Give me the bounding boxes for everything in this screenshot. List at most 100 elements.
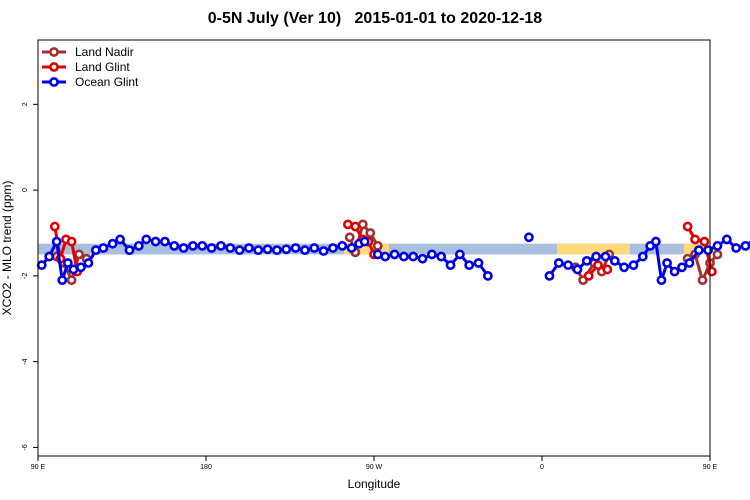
data-point	[150, 236, 161, 247]
data-point	[690, 234, 700, 245]
data-point	[482, 270, 493, 281]
data-point	[712, 249, 723, 260]
data-point	[417, 253, 428, 264]
data-point	[197, 240, 208, 251]
data-point	[281, 244, 292, 255]
data-point	[68, 264, 79, 275]
data-point	[133, 240, 144, 251]
data-point	[318, 246, 329, 256]
data-point	[593, 260, 603, 271]
data-point	[337, 240, 348, 251]
data-point	[544, 270, 555, 281]
x-axis-label: Longitude	[348, 477, 401, 491]
data-point	[398, 251, 409, 262]
data-point	[188, 240, 198, 251]
data-point	[669, 266, 680, 277]
data-point	[290, 243, 301, 253]
data-point	[712, 240, 723, 251]
data-point	[464, 260, 475, 271]
data-point	[300, 245, 310, 256]
data-point	[141, 234, 152, 245]
data-point	[619, 262, 630, 273]
data-point	[216, 240, 226, 251]
data-point	[57, 275, 68, 286]
legend-label: Land Nadir	[75, 45, 134, 59]
y-tick-label: 2	[22, 102, 29, 106]
legend-marker	[49, 62, 59, 72]
legend-label: Ocean Glint	[75, 75, 139, 89]
data-point	[662, 258, 672, 268]
data-point	[445, 260, 456, 271]
data-point	[225, 243, 236, 253]
data-point	[98, 243, 109, 253]
data-point	[703, 245, 714, 256]
x-tick-label: 90 W	[366, 464, 383, 471]
data-point	[262, 244, 273, 255]
data-point	[124, 245, 135, 256]
data-point	[408, 251, 419, 262]
chart-title: 0-5N July (Ver 10) 2015-01-01 to 2020-12…	[207, 10, 543, 27]
data-point	[563, 260, 574, 271]
data-point	[66, 236, 77, 247]
legend-label: Land Glint	[75, 60, 130, 74]
data-point	[572, 264, 583, 275]
data-point	[234, 245, 245, 256]
data-point	[342, 219, 353, 230]
legend-marker	[49, 77, 59, 87]
data-point	[650, 236, 661, 247]
data-point	[115, 234, 126, 245]
data-point	[83, 258, 94, 268]
y-axis-label: XCO2 - MLO trend (ppm)	[0, 181, 14, 316]
data-point	[600, 251, 611, 262]
data-point	[49, 221, 60, 232]
data-point	[731, 243, 742, 253]
data-point	[62, 258, 73, 268]
data-point	[677, 262, 687, 273]
data-point	[389, 249, 400, 260]
data-point	[328, 243, 338, 253]
data-point	[309, 243, 320, 253]
data-point	[524, 232, 534, 243]
y-tick-label: -4	[22, 358, 29, 364]
trend-band-2	[556, 243, 630, 255]
x-axis: 90 E 180 90 W 0 90 E	[31, 456, 718, 471]
series-layer	[36, 219, 750, 286]
data-point	[656, 275, 667, 286]
data-point	[44, 251, 55, 262]
y-tick-label: -2	[22, 273, 29, 279]
data-point	[36, 260, 47, 271]
data-point	[344, 232, 355, 243]
data-point	[426, 249, 437, 260]
data-point	[684, 258, 695, 268]
data-point	[169, 240, 180, 251]
x-tick-label: 180	[200, 464, 212, 471]
data-point	[721, 234, 732, 245]
series-ocean-glint	[36, 232, 750, 286]
x-tick-label: 90 E	[31, 464, 46, 471]
data-point	[365, 228, 376, 238]
data-point	[160, 236, 170, 247]
x-tick-label: 90 E	[703, 464, 718, 471]
data-point	[697, 275, 708, 286]
data-point	[436, 251, 447, 262]
data-point	[682, 221, 693, 232]
data-point	[454, 249, 465, 260]
data-point	[76, 262, 86, 273]
data-point	[699, 236, 710, 247]
data-point	[609, 255, 620, 266]
data-point	[473, 258, 484, 268]
data-point	[591, 251, 602, 262]
data-point	[583, 270, 594, 281]
data-point	[107, 238, 118, 249]
y-tick-label: 0	[22, 188, 29, 192]
data-point	[206, 243, 217, 253]
data-point	[706, 266, 717, 277]
data-point	[90, 245, 101, 256]
data-point	[359, 236, 370, 247]
data-point	[372, 240, 383, 251]
data-point	[51, 236, 62, 247]
data-point	[637, 251, 648, 262]
data-point	[581, 255, 592, 266]
